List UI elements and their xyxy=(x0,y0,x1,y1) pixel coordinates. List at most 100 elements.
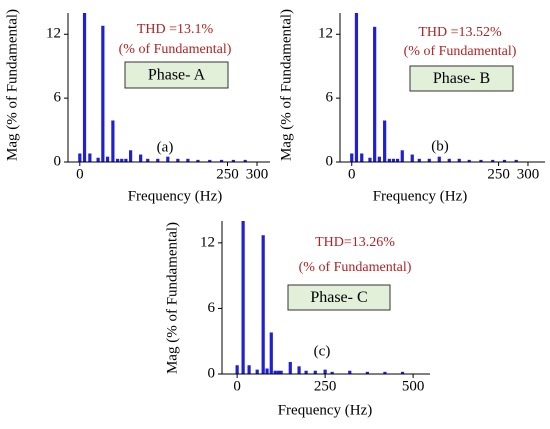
bar xyxy=(400,371,405,374)
x-tick-label: 300 xyxy=(517,166,540,182)
x-tick-label: 300 xyxy=(246,166,269,182)
y-axis-label: Mag (% of Fundamental) xyxy=(278,9,294,161)
y-tick-label: 12 xyxy=(318,26,333,42)
panel-label: (a) xyxy=(157,139,174,155)
bar xyxy=(491,159,495,162)
phase-label: Phase- C xyxy=(310,289,367,306)
bar xyxy=(196,159,200,162)
bar xyxy=(323,369,327,374)
chart: 0 6 12 0 250 300 THD =13.1% (% of Fundamental) P… xyxy=(4,9,270,204)
bars xyxy=(350,13,518,162)
bar xyxy=(348,370,352,374)
bar xyxy=(111,120,115,162)
x-tick-label: 0 xyxy=(76,166,84,182)
y-tick-label: 0 xyxy=(326,153,334,169)
x-axis-label: Frequency (Hz) xyxy=(373,188,468,204)
bar xyxy=(129,150,133,162)
bar xyxy=(313,370,317,374)
bar xyxy=(304,370,308,374)
bar xyxy=(156,158,160,162)
bar xyxy=(124,158,128,162)
y-tick-label: 0 xyxy=(54,153,62,169)
bar xyxy=(410,154,414,162)
chart: 0 6 12 0 250 300 THD =13.52% (% of Fundamental)… xyxy=(278,9,545,204)
bar xyxy=(383,371,387,374)
panel-label: (c) xyxy=(314,343,331,359)
bar xyxy=(186,158,190,162)
bar xyxy=(241,221,245,374)
bar xyxy=(139,154,143,162)
y-tick-label: 12 xyxy=(200,234,215,250)
x-tick-label: 250 xyxy=(314,378,337,394)
bar xyxy=(417,158,421,162)
bar xyxy=(261,235,265,374)
annotation: (% of Fundamental) xyxy=(404,44,517,59)
annotation: (% of Fundamental) xyxy=(119,42,232,57)
bar xyxy=(265,368,269,374)
bar xyxy=(479,159,483,162)
bar xyxy=(365,371,369,374)
bar xyxy=(82,13,87,162)
bars xyxy=(78,13,247,162)
bar xyxy=(373,26,377,162)
bar xyxy=(288,361,292,374)
x-tick-label: 250 xyxy=(487,166,510,182)
phase-label: Phase- A xyxy=(148,67,206,84)
bar xyxy=(101,25,105,162)
bar xyxy=(427,158,431,162)
bar xyxy=(354,13,359,162)
x-tick-label: 0 xyxy=(348,166,356,182)
phase-box xyxy=(124,61,229,89)
y-axis-label: Mag (% of Fundamental) xyxy=(4,9,20,161)
bar xyxy=(457,158,461,162)
bar xyxy=(269,332,273,374)
bar xyxy=(219,159,224,162)
y-tick-label: 6 xyxy=(54,90,62,106)
phase-label: Phase- B xyxy=(433,70,490,87)
x-axis-label: Frequency (Hz) xyxy=(278,402,373,418)
bar xyxy=(350,153,354,162)
bar xyxy=(255,369,259,374)
bar xyxy=(146,158,150,162)
y-axis-label: Mag (% of Fundamental) xyxy=(164,222,180,374)
bar xyxy=(502,159,507,162)
bar xyxy=(395,158,400,162)
bar xyxy=(88,153,92,162)
bar xyxy=(78,153,82,162)
bar xyxy=(279,370,283,374)
bar xyxy=(330,371,334,374)
phase-box xyxy=(409,65,514,92)
bar xyxy=(247,365,251,374)
bar xyxy=(235,365,239,374)
phase-box xyxy=(287,284,391,311)
bar xyxy=(120,158,124,162)
annotation: THD=13.26% xyxy=(315,235,395,250)
bar xyxy=(116,158,120,162)
y-tick-label: 6 xyxy=(326,90,334,106)
bar xyxy=(297,366,301,374)
bar xyxy=(243,159,247,162)
y-tick-label: 0 xyxy=(208,365,216,381)
y-tick-label: 12 xyxy=(46,26,61,42)
panel-label: (b) xyxy=(431,138,449,154)
bar xyxy=(96,157,100,162)
bar xyxy=(514,159,518,162)
chart: 0 6 12 0 250 500 THD=13.26% (% of Fundamental) P… xyxy=(164,221,430,418)
bar xyxy=(387,158,391,162)
bar xyxy=(276,370,280,374)
bar xyxy=(383,120,387,162)
annotation: (% of Fundamental) xyxy=(299,260,412,275)
bar xyxy=(105,156,110,162)
x-axis-label: Frequency (Hz) xyxy=(128,188,223,204)
bar xyxy=(437,156,441,162)
bar xyxy=(391,158,396,162)
bars xyxy=(235,221,405,374)
bar xyxy=(368,157,372,162)
annotation: THD =13.1% xyxy=(137,22,214,37)
bar xyxy=(176,158,180,162)
y-tick-label: 6 xyxy=(208,300,216,316)
x-tick-label: 500 xyxy=(402,378,425,394)
bar xyxy=(208,159,212,162)
x-tick-label: 250 xyxy=(216,166,239,182)
